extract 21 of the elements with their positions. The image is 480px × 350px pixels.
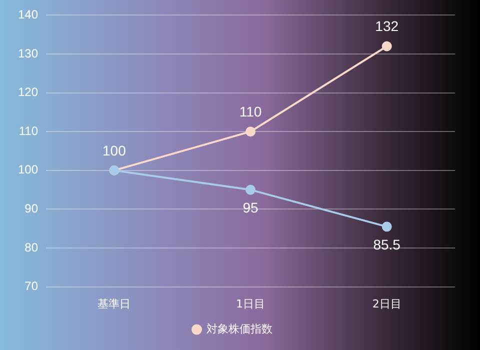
y-tick-label: 130 [18, 46, 38, 60]
y-tick-label: 70 [24, 279, 38, 294]
data-label: 85.5 [373, 236, 401, 253]
point [382, 41, 392, 52]
x-tick-label: 2日目 [372, 297, 402, 310]
legend-label: 対象株価指数 [206, 322, 272, 336]
point [382, 222, 392, 232]
y-tick-label: 120 [18, 85, 38, 100]
data-label: 100 [102, 142, 126, 158]
y-tick-label: 80 [24, 240, 38, 254]
y-tick-label: 110 [18, 124, 38, 138]
data-label: 110 [239, 103, 262, 120]
x-tick-label: 基準日 [98, 297, 131, 310]
data-label: 132 [375, 18, 399, 34]
data-label: 95 [242, 200, 259, 216]
point [246, 184, 256, 195]
y-tick-label: 100 [18, 162, 38, 177]
point [246, 126, 256, 137]
y-tick-label: 90 [24, 202, 38, 216]
y-tick-label: 140 [18, 8, 38, 22]
x-tick-label: 1日目 [236, 297, 266, 310]
